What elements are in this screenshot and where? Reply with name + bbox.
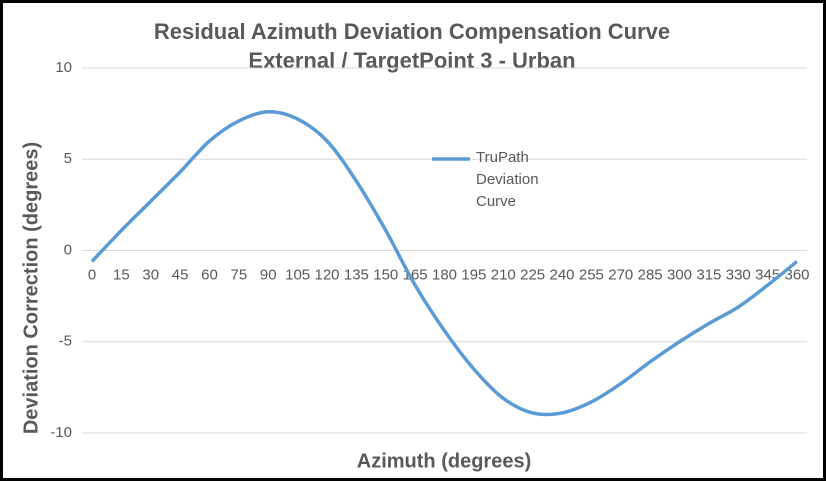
y-axis-label: Deviation Correction (degrees): [20, 142, 42, 434]
x-axis-label: Azimuth (degrees): [357, 450, 531, 472]
legend-entry: TruPath Deviation Curve: [476, 149, 539, 210]
x-tick-label: 300: [667, 266, 692, 283]
y-tick-label: -10: [50, 424, 72, 441]
x-tick-label: 180: [432, 266, 457, 283]
x-tick-label: 120: [314, 266, 339, 283]
x-tick-label: 105: [285, 266, 310, 283]
data-line: [90, 110, 799, 417]
x-tick-label: 270: [608, 266, 633, 283]
x-tick-label: 255: [579, 266, 604, 283]
x-tick-label: 30: [142, 266, 159, 283]
x-tick-label: 0: [88, 266, 96, 283]
chart-title: Residual Azimuth Deviation Compensation …: [154, 19, 670, 44]
y-tick-label: 0: [64, 241, 72, 258]
x-tick-label: 60: [201, 266, 218, 283]
x-tick-label: 195: [461, 266, 486, 283]
x-tick-label: 315: [696, 266, 721, 283]
x-tick-label: 210: [491, 266, 516, 283]
y-tick-label: 10: [55, 59, 72, 76]
x-tick-label: 90: [260, 266, 277, 283]
x-tick-label: 45: [172, 266, 189, 283]
chart-subtitle: External / TargetPoint 3 - Urban: [248, 48, 575, 73]
x-tick-label: 330: [726, 266, 751, 283]
x-tick-label: 285: [638, 266, 663, 283]
x-tick-label: 135: [344, 266, 369, 283]
y-tick-label: 5: [64, 150, 72, 167]
legend-label: TruPath Deviation Curve: [476, 149, 539, 210]
x-tick-label: 240: [549, 266, 574, 283]
x-tick-label: 360: [784, 266, 809, 283]
x-tick-label: 225: [520, 266, 545, 283]
y-tick-label: -5: [59, 333, 72, 350]
x-tick-label: 15: [113, 266, 130, 283]
x-tick-label: 75: [231, 266, 248, 283]
x-tick-label: 345: [755, 266, 780, 283]
x-tick-label: 150: [373, 266, 398, 283]
